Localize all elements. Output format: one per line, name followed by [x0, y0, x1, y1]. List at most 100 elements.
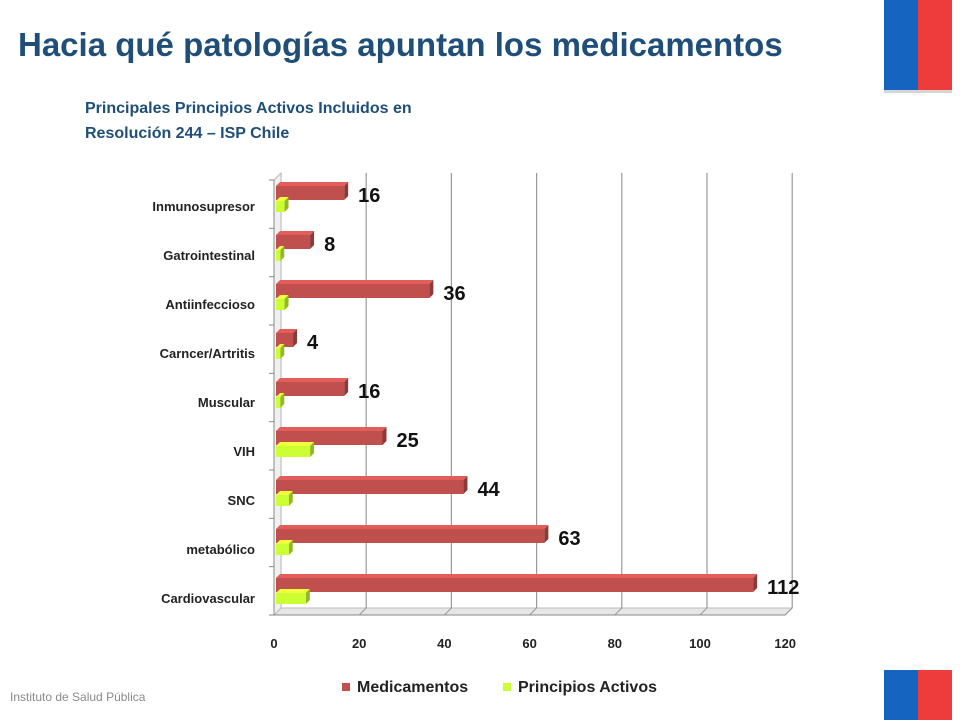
x-tick-label: 0 [270, 636, 277, 651]
bar-principios-activos-face [276, 295, 289, 299]
bar-principios-activos [276, 197, 289, 212]
bar-principios-activos [276, 540, 293, 555]
subtitle-line-2: Resolución 244 – ISP Chile [85, 125, 290, 142]
bar-medicamentos [276, 329, 298, 347]
bar-principios-activos [276, 344, 285, 359]
bar-principios-activos-front [276, 348, 281, 359]
category-label: Antiinfeccioso [165, 297, 255, 312]
gridline-floor [529, 607, 537, 616]
bar-principios-activos [276, 295, 289, 310]
bar-medicamentos-front [276, 480, 464, 494]
bar-medicamentos-face [276, 280, 434, 284]
data-label: 25 [397, 430, 419, 452]
bar-principios-activos-face [276, 491, 293, 495]
flag-red-stripe [918, 670, 952, 720]
bar-principios-activos [276, 246, 285, 261]
page-title: Hacia qué patologías apuntan los medicam… [18, 26, 783, 63]
bar-medicamentos-face [544, 525, 549, 543]
bar-medicamentos-face [344, 182, 349, 200]
bar-medicamentos-face [276, 329, 298, 333]
bar-principios-activos-face [280, 246, 285, 261]
bar-principios-activos-front [276, 397, 281, 408]
flag-logo-bottom [884, 670, 952, 720]
bar-principios-activos-face [276, 344, 285, 348]
bar-principios-activos [276, 491, 293, 506]
footer-institution: Instituto de Salud Pública [10, 690, 146, 704]
bar-medicamentos [276, 231, 315, 249]
bar-principios-activos [276, 393, 285, 408]
gridline-floor [444, 607, 452, 616]
bar-medicamentos-face [276, 378, 349, 382]
bar-medicamentos-face [276, 182, 349, 186]
bar-medicamentos-front [276, 235, 311, 249]
bar-principios-activos-front [276, 201, 285, 212]
bar-medicamentos-front [276, 186, 345, 200]
bar-principios-activos-face [305, 589, 310, 604]
data-label: 63 [558, 528, 580, 550]
bar-medicamentos [276, 182, 349, 200]
bar-medicamentos-face [276, 427, 387, 431]
data-label: 8 [324, 234, 335, 256]
category-label: Muscular [198, 395, 255, 410]
bar-principios-activos-face [310, 442, 315, 457]
bar-principios-activos-face [276, 197, 289, 201]
x-tick-label: 20 [352, 636, 366, 651]
gridline-floor [614, 607, 623, 616]
bar-principios-activos-face [276, 540, 293, 544]
bar-principios-activos-face [276, 393, 285, 397]
bar-medicamentos [276, 427, 387, 445]
bar-medicamentos-face [276, 574, 758, 578]
bar-principios-activos-face [276, 442, 315, 446]
bar-medicamentos [276, 280, 434, 298]
bar-medicamentos-face [463, 476, 468, 494]
legend-label: Medicamentos [357, 679, 468, 696]
bar-principios-activos-face [284, 295, 289, 310]
legend-swatch [503, 683, 511, 691]
category-label: metabólico [186, 542, 255, 557]
bar-principios-activos-front [276, 446, 311, 457]
bar-principios-activos-face [284, 197, 289, 212]
data-label: 16 [358, 381, 380, 403]
x-tick-label: 60 [522, 636, 536, 651]
legend-swatch [342, 683, 350, 691]
x-tick-label: 120 [774, 636, 796, 651]
bar-medicamentos-front [276, 382, 345, 396]
data-label: 16 [358, 185, 380, 207]
bar-medicamentos-face [344, 378, 349, 396]
bar-principios-activos-front [276, 495, 289, 506]
bar-medicamentos-front [276, 431, 383, 445]
x-tick-label: 80 [608, 636, 622, 651]
data-label: 4 [307, 332, 319, 354]
bar-principios-activos-face [280, 393, 285, 408]
flag-red-stripe [918, 0, 952, 90]
bar-medicamentos-front [276, 529, 545, 543]
bar-medicamentos [276, 525, 549, 543]
bar-medicamentos-face [276, 525, 549, 529]
bar-principios-activos [276, 442, 315, 457]
bar-medicamentos-face [382, 427, 387, 445]
category-label: VIH [233, 444, 255, 459]
bar-medicamentos-front [276, 284, 430, 298]
gridline-floor [784, 607, 793, 616]
bar-principios-activos-face [288, 540, 293, 555]
bar-medicamentos-face [276, 231, 315, 235]
bar-principios-activos-front [276, 544, 289, 555]
bar-medicamentos-front [276, 578, 754, 592]
bar-medicamentos [276, 574, 758, 592]
bar-principios-activos-face [276, 246, 285, 250]
bar-medicamentos [276, 476, 468, 494]
bar-medicamentos-front [276, 333, 294, 347]
bar-principios-activos-front [276, 593, 306, 604]
data-label: 44 [477, 479, 500, 501]
bar-principios-activos-face [276, 589, 310, 593]
gridline-floor [699, 607, 708, 616]
bar-medicamentos-face [276, 476, 468, 480]
category-label: Cardiovascular [161, 591, 255, 606]
flag-logo-top [884, 0, 952, 90]
bar-medicamentos-face [429, 280, 434, 298]
bar-principios-activos-face [280, 344, 285, 359]
category-label: SNC [228, 493, 256, 508]
subtitle-line-1: Principales Principios Activos Incluidos… [85, 100, 412, 117]
data-label: 112 [767, 577, 799, 599]
